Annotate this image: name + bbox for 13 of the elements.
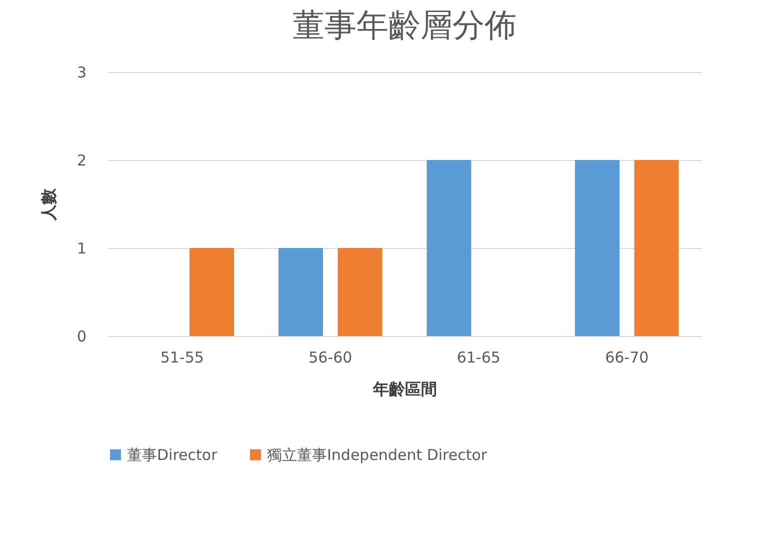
x-tick-label: 56-60 xyxy=(308,348,352,366)
y-tick-label: 1 xyxy=(76,240,86,258)
x-tick-label: 66-70 xyxy=(605,348,649,366)
y-axis-title: 人數 xyxy=(38,188,58,222)
chart-title: 董事年齡層分佈 xyxy=(292,6,516,44)
legend-label: 獨立董事Independent Director xyxy=(267,446,488,464)
x-axis-title: 年齡區間 xyxy=(372,380,437,398)
legend-label: 董事Director xyxy=(127,446,218,464)
x-tick-label: 61-65 xyxy=(456,348,500,366)
x-tick-label: 51-55 xyxy=(160,348,204,366)
y-tick-label: 3 xyxy=(76,64,86,82)
y-tick-label: 0 xyxy=(76,328,86,346)
y-tick-label: 2 xyxy=(76,152,86,170)
